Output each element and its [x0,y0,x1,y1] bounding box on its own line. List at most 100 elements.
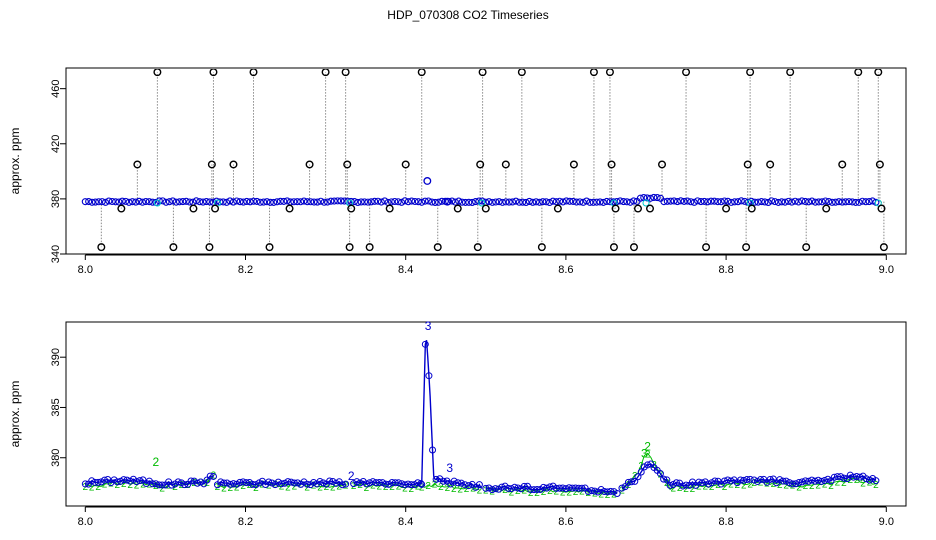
data-point [108,197,116,206]
series-marker-blue [342,480,350,488]
data-point [852,198,860,206]
series-marker-blue [789,480,797,488]
series-marker-blue [498,483,506,491]
series-marker-blue [824,475,832,483]
series-marker-blue [209,472,217,480]
series-marker-green: 2 [376,482,382,493]
data-point [724,197,732,205]
data-point [842,198,850,206]
data-point [566,197,574,205]
series-marker-green: 2 [489,486,495,497]
data-point [145,198,153,206]
series-marker-blue [746,475,754,483]
data-point [552,198,560,206]
data-point-cyan [153,199,161,207]
data-point [354,198,362,206]
data-point-cyan [642,199,650,207]
data-point [243,197,251,206]
series-marker-blue [94,478,102,486]
data-point [646,194,655,202]
series-marker-green: 2 [690,484,696,495]
outlier-point [553,204,562,213]
data-point [85,197,93,206]
outlier-point [249,69,258,77]
series-marker-blue [303,480,311,488]
outlier-point [786,69,795,77]
series-marker-green: 2 [677,483,683,494]
series-marker-blue [491,485,499,493]
data-point [411,197,419,206]
outlier-point [537,243,546,252]
data-point [283,197,291,205]
data-point [801,197,809,206]
data-point [519,198,527,206]
x-tick-label: 8.8 [718,516,733,528]
outlier-point [743,160,752,169]
series-marker-blue [607,487,615,495]
data-point [323,198,332,206]
data-point [603,197,611,206]
data-point [579,198,587,206]
data-point [334,197,342,205]
series-marker-green: 2 [722,482,728,493]
series-marker-green: 2 [496,485,502,496]
series-marker-green: 2 [438,482,444,493]
x-tick-label: 8.0 [78,516,93,528]
data-point [697,198,705,206]
series-marker-blue [520,482,528,490]
data-point [532,198,540,206]
data-point [404,198,412,206]
data-point [720,197,729,205]
outlier-point [517,69,526,77]
series-marker-blue [136,477,144,485]
series-marker-green: 2 [134,480,140,491]
series-marker-blue [656,470,664,478]
data-point [509,198,517,206]
data-point [784,197,792,205]
data-point [458,198,466,206]
series-marker-green: 2 [509,488,515,499]
data-point [660,198,668,206]
data-point [202,198,210,206]
x-tick-label: 8.6 [558,516,573,528]
data-point [461,198,470,206]
data-point [667,197,675,205]
series-marker-blue [326,477,334,485]
series-marker-green: 2 [777,480,783,491]
series-marker-green: 2 [324,482,330,493]
data-point [865,198,873,206]
data-point [734,198,742,206]
outlier-point [646,204,655,213]
data-point [357,198,365,206]
series-marker-blue [634,473,642,481]
data-point [270,198,278,206]
data-point [572,198,581,206]
data-point [266,198,274,206]
series-marker-green: 2 [809,481,815,492]
data-point [169,197,177,205]
series-marker-green: 2 [364,483,370,494]
outlier-point [345,243,354,252]
data-point [747,197,755,205]
series-marker-blue [631,477,639,485]
series-marker-green: 2 [815,480,821,491]
annotation-label: 3 [641,447,648,461]
series-marker-green: 2 [336,482,342,493]
series-marker-blue [113,478,121,486]
data-point [371,197,379,205]
outlier-point [453,204,462,213]
data-point [690,198,698,206]
outlier-point [153,69,162,77]
series-marker-green: 2 [311,481,317,492]
data-point [727,198,735,206]
data-point [347,197,355,205]
series-marker-green: 2 [370,480,376,491]
x-tick-label: 9.0 [879,516,894,528]
data-point [253,197,261,205]
series-marker-green: 2 [566,487,572,498]
data-point [549,197,557,205]
data-point [471,198,480,206]
data-point [300,197,308,205]
data-point [838,198,846,206]
y-tick-label: 380 [50,449,62,467]
